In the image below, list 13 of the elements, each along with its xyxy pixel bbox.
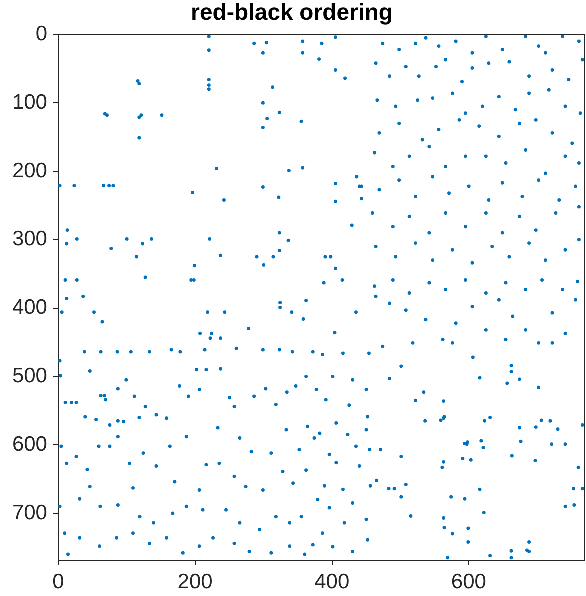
x-tick-label: 0 (52, 570, 64, 594)
y-tick-label: 300 (12, 228, 48, 251)
y-tick-label: 0 (36, 22, 48, 46)
x-tick-label: 200 (178, 570, 213, 594)
y-tick-label: 700 (12, 501, 48, 524)
y-tick-label: 500 (12, 364, 48, 388)
x-tick-label: 600 (451, 570, 486, 594)
x-tick-label: 400 (314, 570, 350, 594)
y-tick-label: 600 (12, 432, 48, 456)
y-tick-label: 100 (12, 90, 48, 114)
chart-title: red-black ordering (191, 0, 393, 25)
y-tick-label: 400 (12, 296, 48, 320)
y-tick-label: 200 (12, 159, 48, 182)
